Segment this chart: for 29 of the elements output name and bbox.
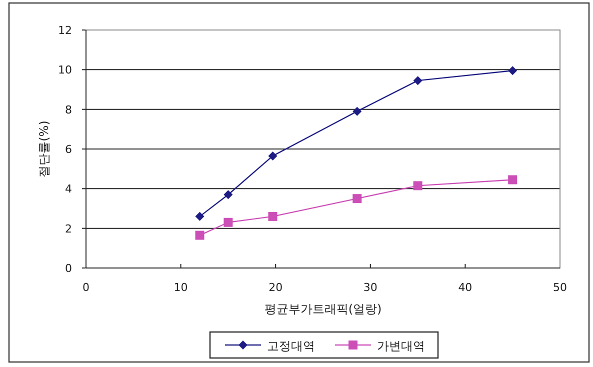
y-tick-label: 2 [65, 222, 72, 236]
x-tick-label: 50 [553, 281, 567, 294]
point [352, 194, 362, 204]
legend-label: 고정대역 [267, 339, 315, 353]
y-tick-label: 10 [58, 64, 72, 77]
x-tick-label: 30 [363, 281, 378, 294]
point [352, 106, 362, 116]
y-tick-label: 4 [65, 182, 72, 196]
x-tick-label: 40 [458, 281, 472, 294]
point [508, 66, 518, 76]
legend-label: 가변대역 [377, 339, 425, 353]
y-axis-title: 절단률(%) [37, 120, 51, 178]
point [195, 212, 204, 221]
x-tick-label: 20 [268, 281, 283, 294]
x-tick-label: 10 [174, 281, 188, 294]
y-tick-label: 12 [58, 24, 72, 37]
point [195, 230, 204, 240]
point [268, 212, 278, 221]
point [413, 76, 422, 86]
y-tick-label: 0 [65, 262, 72, 275]
point [224, 190, 233, 200]
x-axis-title: 평균부가트래픽(얼랑) [264, 302, 382, 316]
x-tick-label: 0 [82, 281, 90, 294]
y-tick-label: 8 [65, 103, 72, 116]
point [508, 175, 518, 184]
y-tick-label: 6 [65, 143, 72, 156]
point [268, 151, 278, 160]
point [224, 218, 233, 227]
point [413, 181, 422, 190]
